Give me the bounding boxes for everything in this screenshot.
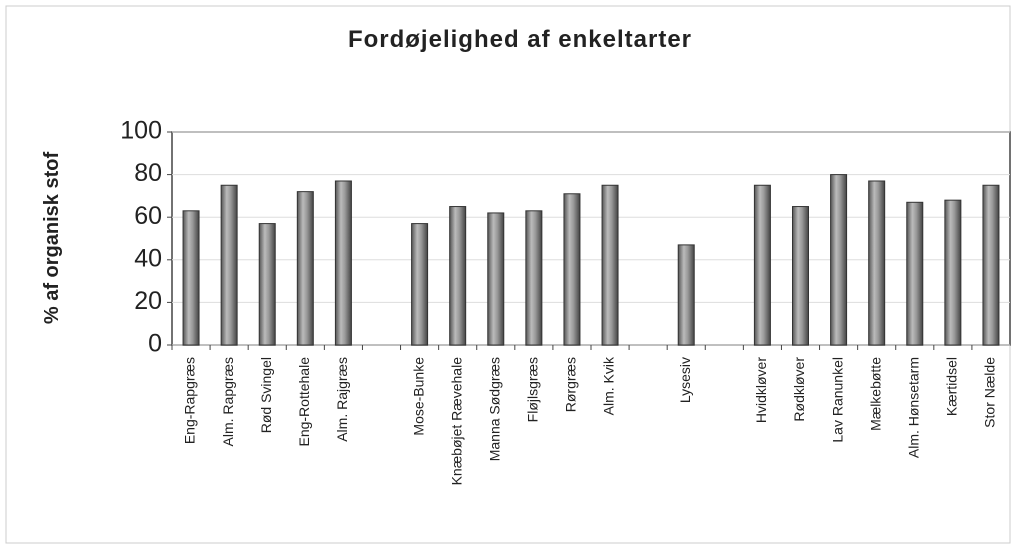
x-tick-label: Lysesiv bbox=[677, 357, 693, 403]
x-tick-label: Rødkløver bbox=[791, 357, 807, 422]
x-tick-label: Stor Nælde bbox=[982, 357, 998, 428]
x-tick-label: Rød Svingel bbox=[258, 357, 274, 433]
x-tick-label: Eng-Rapgræs bbox=[182, 357, 198, 444]
bar bbox=[411, 223, 429, 346]
bar bbox=[982, 184, 1000, 346]
x-tick-label: Mælkebøtte bbox=[867, 357, 883, 431]
bar bbox=[906, 201, 924, 346]
bar bbox=[334, 180, 352, 346]
bar bbox=[525, 210, 543, 346]
bar bbox=[830, 174, 848, 346]
y-tick-label: 80 bbox=[134, 159, 162, 187]
x-tick-label: Knæbøjet Rævehale bbox=[448, 357, 464, 486]
bar bbox=[182, 210, 200, 346]
x-tick-label: Manna Sødgræs bbox=[486, 357, 502, 461]
x-tick-label: Rørgræs bbox=[563, 357, 579, 412]
bar bbox=[296, 191, 314, 346]
bar bbox=[220, 184, 238, 346]
x-tick-label: Eng-Rottehale bbox=[296, 357, 312, 447]
x-tick-label: Mose-Bunke bbox=[410, 357, 426, 436]
x-tick-label: Alm. Kvik bbox=[601, 356, 617, 415]
bar bbox=[487, 212, 505, 346]
bar bbox=[944, 199, 962, 346]
x-tick-label: Kærtidsel bbox=[944, 357, 960, 416]
x-tick-label: Fløjlsgræs bbox=[525, 357, 541, 422]
y-tick-label: 60 bbox=[134, 202, 162, 230]
bar bbox=[792, 206, 809, 346]
bar bbox=[601, 184, 619, 346]
bar bbox=[563, 193, 581, 346]
bar bbox=[868, 180, 886, 346]
bar bbox=[258, 223, 276, 346]
bar bbox=[449, 206, 467, 346]
x-tick-label: Alm. Rajgræs bbox=[334, 357, 350, 442]
chart-title: Fordøjelighed af enkeltarter bbox=[348, 26, 692, 53]
chart-border bbox=[5, 5, 1011, 544]
y-tick-label: 0 bbox=[148, 330, 162, 358]
y-tick-label: 20 bbox=[134, 287, 162, 315]
y-axis-label: % af organisk stof bbox=[41, 152, 63, 325]
y-tick-label: 100 bbox=[120, 117, 162, 145]
x-tick-label: Lav Ranunkel bbox=[829, 357, 845, 443]
y-tick-label: 40 bbox=[134, 244, 162, 272]
x-tick-label: Alm. Hønsetarm bbox=[905, 357, 921, 458]
bar bbox=[753, 184, 771, 346]
x-tick-label: Alm. Rapgræs bbox=[220, 357, 236, 446]
x-tick-label: Hvidkløver bbox=[753, 357, 769, 423]
bar bbox=[677, 244, 695, 346]
